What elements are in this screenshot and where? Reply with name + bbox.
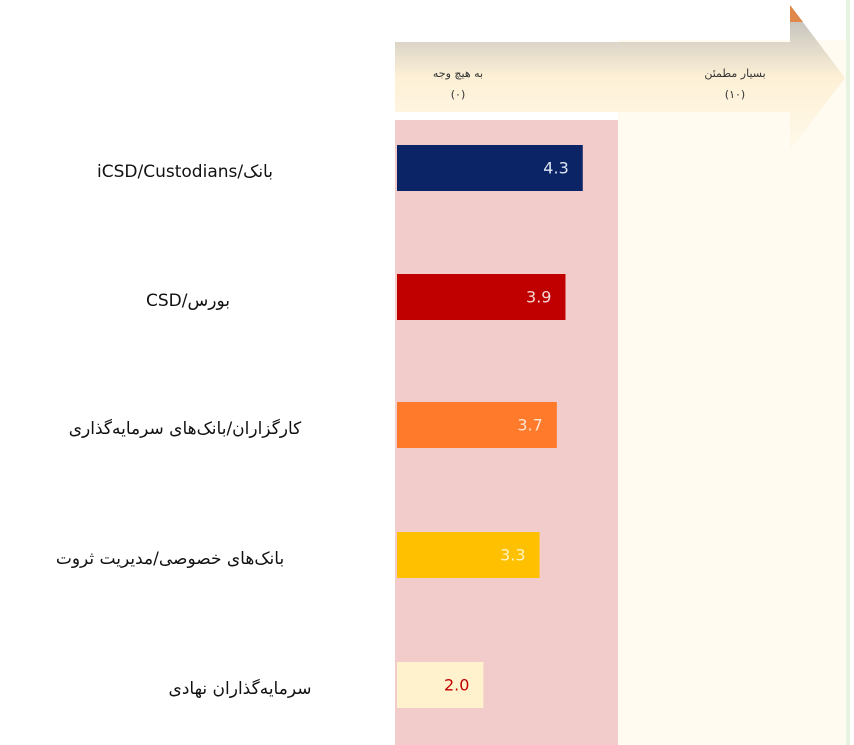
bar <box>397 662 484 708</box>
scale-label: به هیچ وجه <box>433 67 483 80</box>
data-label: 4.3 <box>543 159 568 178</box>
category-label: بانک/iCSD/Custodians <box>97 162 273 182</box>
bar <box>397 532 540 578</box>
data-label: 2.0 <box>444 676 469 695</box>
right-panel <box>618 40 846 745</box>
data-label: 3.7 <box>517 416 542 435</box>
bar <box>397 145 583 191</box>
scale-arrow <box>395 5 845 150</box>
category-label: کارگزاران/بانک‌های سرمایه‌گذاری <box>69 418 302 439</box>
category-label: سرمایه‌گذاران نهادی <box>169 678 312 699</box>
category-label: بانک‌های خصوصی/مدیریت ثروت <box>56 549 284 569</box>
bar <box>397 274 566 320</box>
x-tick-label: (۱۰) <box>725 88 745 101</box>
bar <box>397 402 557 448</box>
x-tick-label: (۰) <box>451 88 466 101</box>
scale-label: بسیار مطمئن <box>704 67 765 80</box>
data-label: 3.9 <box>526 288 551 307</box>
category-label: بورس/CSD <box>146 291 230 311</box>
arrow-tip <box>790 5 803 22</box>
data-label: 3.3 <box>500 546 525 565</box>
